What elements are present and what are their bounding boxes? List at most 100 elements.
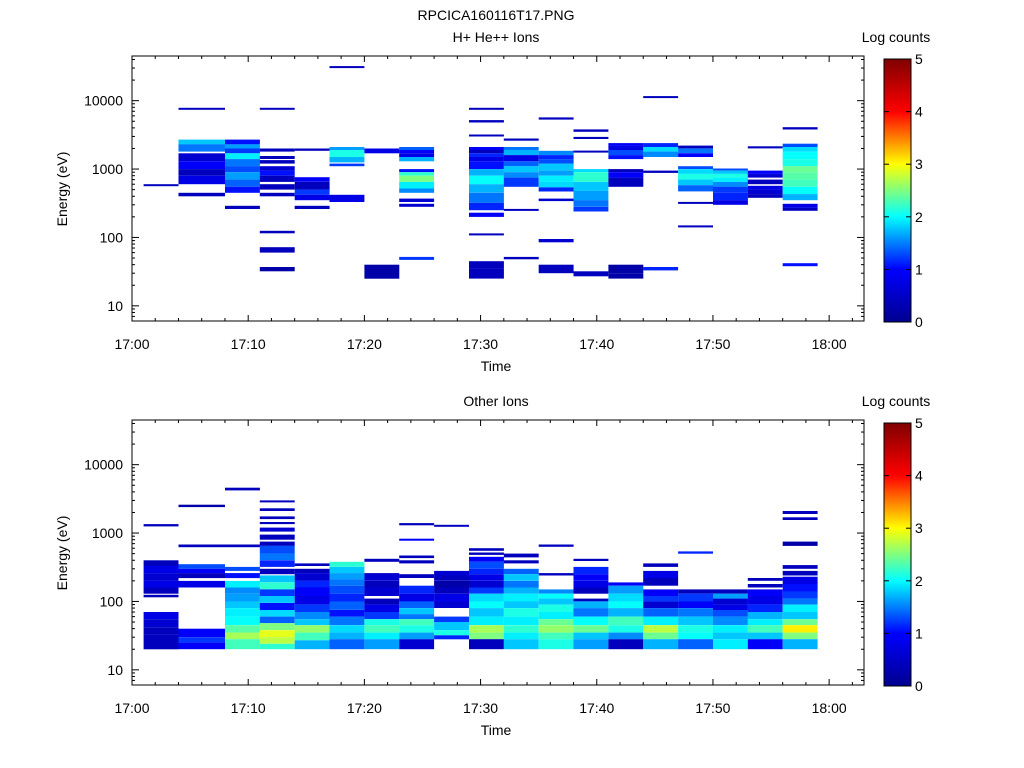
- heatmap-cell: [225, 487, 260, 491]
- heatmap-cell: [434, 580, 469, 588]
- heatmap-cell: [434, 601, 469, 608]
- heatmap-cell: [364, 604, 400, 613]
- heatmap-cell: [469, 561, 504, 569]
- heatmap-cell: [469, 552, 504, 555]
- heatmap-cell: [503, 568, 539, 575]
- colorbar-tick-label: 1: [915, 625, 923, 641]
- heatmap-cell: [329, 573, 365, 580]
- heatmap-cell: [713, 173, 748, 178]
- heatmap-cell: [469, 233, 504, 236]
- heatmap-cell: [143, 524, 179, 527]
- heatmap-cell: [678, 616, 713, 626]
- heatmap-cell: [399, 614, 435, 620]
- heatmap-cell: [259, 545, 295, 554]
- heatmap-cell: [538, 544, 574, 547]
- heatmap-cell: [259, 589, 295, 596]
- x-axis-ticks: 17:00 17:10 17:20 17:30 17:40 17:50 18:00: [114, 56, 853, 352]
- heatmap-cell: [503, 560, 539, 564]
- heatmap-cell: [294, 568, 330, 574]
- heatmap-cell: [178, 637, 225, 643]
- heatmap-cell: [399, 188, 435, 193]
- heatmap-cell: [573, 580, 609, 588]
- heatmap-cell: [469, 639, 504, 650]
- heatmap-cell: [364, 625, 400, 633]
- heatmap-cell: [538, 612, 574, 620]
- heatmap-cell: [782, 127, 818, 130]
- heatmap-cell: [469, 568, 504, 575]
- heatmap-cell: [259, 560, 295, 567]
- heatmap-cell: [399, 198, 435, 202]
- heatmap-cell: [538, 239, 574, 243]
- heatmap-cell: [782, 179, 818, 187]
- heatmap-cell: [713, 625, 748, 633]
- heatmap-cell: [294, 181, 330, 190]
- heatmap-cell: [713, 632, 748, 640]
- heatmap-cell: [678, 589, 713, 594]
- heatmap-cell: [573, 558, 609, 561]
- heatmap-cell: [399, 560, 435, 564]
- heatmap-cell: [678, 632, 713, 640]
- heatmap-cell: [503, 632, 539, 640]
- heatmap-cell: [434, 570, 469, 576]
- heatmap-cell: [178, 580, 225, 588]
- heatmap-cell: [538, 159, 574, 164]
- y-tick-label: 100: [100, 593, 124, 609]
- heatmap-cell: [143, 641, 179, 650]
- heatmap-cell: [573, 206, 609, 212]
- heatmap-cell: [143, 587, 179, 594]
- heatmap-cell: [329, 585, 365, 594]
- heatmap-cell: [678, 145, 713, 149]
- heatmap-cell: [178, 169, 225, 176]
- colorbar-tick-label: 3: [915, 156, 923, 172]
- heatmap-cell: [469, 147, 504, 150]
- plot-frame: [131, 419, 865, 686]
- heatmap-cell: [608, 264, 644, 274]
- heatmap-cell: [782, 604, 818, 613]
- heatmap-cell: [782, 619, 818, 626]
- heatmap-cell: [643, 589, 679, 596]
- heatmap-cell: [538, 150, 574, 156]
- heatmap-cell: [608, 585, 644, 594]
- heatmap-cell: [643, 147, 679, 152]
- colorbar-tick-label: 3: [915, 520, 923, 536]
- heatmap-cell: [364, 148, 400, 154]
- heatmap-cell: [469, 202, 504, 211]
- heatmap-cell: [503, 256, 539, 260]
- heatmap-cell: [329, 639, 365, 650]
- colorbar-tick-label: 4: [915, 104, 923, 120]
- heatmap-cell: [782, 159, 818, 167]
- heatmap-cell: [747, 619, 783, 626]
- heatmap-cell: [713, 177, 748, 182]
- heatmap-cell: [225, 573, 260, 579]
- heatmap-cell: [399, 555, 435, 559]
- y-axis-ticks: 10 100 1000 10000: [84, 422, 864, 686]
- heatmap-cell: [329, 625, 365, 633]
- heatmap-cell: [713, 181, 748, 187]
- heatmap-cell: [469, 120, 504, 123]
- heatmap-cell: [503, 580, 539, 588]
- heatmap-cell: [782, 166, 818, 173]
- heatmap-cell: [469, 134, 504, 137]
- heatmap-cell: [329, 616, 365, 626]
- heatmap-cell: [747, 625, 783, 633]
- heatmap-cell: [713, 168, 748, 171]
- heatmap-cell: [329, 610, 365, 617]
- heatmap-cell: [434, 630, 469, 636]
- heatmap-cell: [643, 563, 679, 567]
- heatmap-cell: [225, 153, 260, 160]
- heatmap-cell: [538, 181, 574, 188]
- heatmap-cell: [573, 136, 609, 139]
- heatmap-cell: [259, 527, 295, 532]
- heatmap-cell: [364, 580, 400, 588]
- x-tick-label: 17:40: [579, 336, 614, 352]
- heatmap-cell: [503, 625, 539, 633]
- x-tick-label: 17:10: [231, 336, 266, 352]
- heatmap-cell: [469, 556, 504, 562]
- heatmap-cell: [259, 637, 295, 644]
- heatmap-cell: [573, 639, 609, 650]
- heatmap-cell: [259, 230, 295, 234]
- colorbar-ticks: 0 1 2 3 4 5: [884, 51, 923, 330]
- heatmap-cell: [573, 566, 609, 575]
- heatmap-cell: [713, 639, 748, 650]
- heatmap-cell: [259, 156, 295, 159]
